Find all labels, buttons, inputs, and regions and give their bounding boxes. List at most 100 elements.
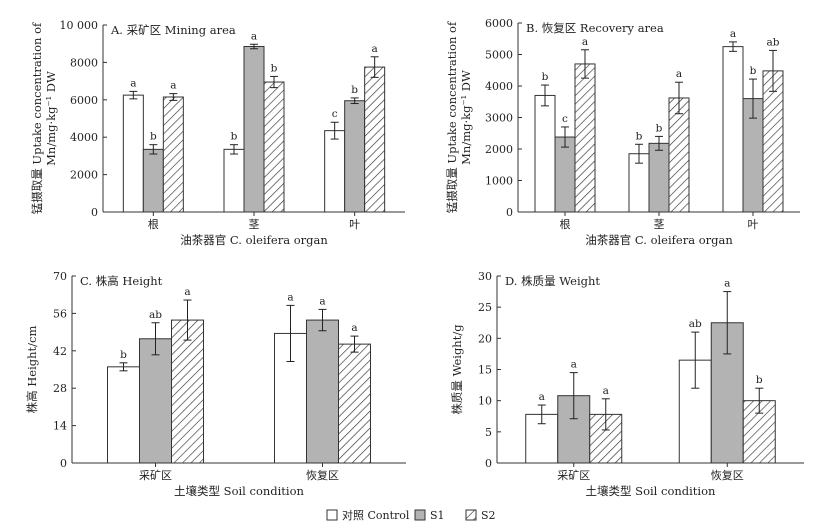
x-tick-label: 恢复区 <box>711 468 744 482</box>
x-tick-label: 茎 <box>654 218 665 231</box>
significance-letter: a <box>571 359 577 371</box>
y-tick-label: 20 <box>478 332 492 345</box>
y-tick-label: 70 <box>53 270 67 283</box>
x-tick-label: 叶 <box>748 218 759 231</box>
panel-C: 0 14 28 42 56 70 C. 株高 Height b ab a 采矿区 a a a 恢复区土壤类型… <box>25 270 406 498</box>
y-axis-label: 锰摄取量 Uptake concentration of <box>445 21 459 213</box>
bar <box>344 100 366 213</box>
bar <box>574 63 596 213</box>
panel-title: A. 采矿区 Mining area <box>110 23 236 37</box>
legend: 对照 Control S1 S2 <box>326 508 496 522</box>
y-tick-label: 2000 <box>70 169 98 182</box>
y-tick-label: 0 <box>91 206 98 219</box>
bar <box>243 46 265 213</box>
y-tick-label: 5 <box>485 426 492 439</box>
panel-title: C. 株高 Height <box>80 274 163 288</box>
y-tick-label: 15 <box>478 364 492 377</box>
bar <box>324 130 346 213</box>
significance-letter: a <box>170 80 176 92</box>
significance-letter: a <box>603 385 609 397</box>
y-axis-label: 株质量 Weight/g <box>450 324 464 415</box>
significance-letter: b <box>231 131 238 143</box>
legend-label: 对照 Control <box>342 508 410 522</box>
significance-letter: b <box>351 84 358 96</box>
significance-letter: a <box>372 43 378 55</box>
legend-swatch <box>465 509 477 521</box>
y-tick-label: 4000 <box>485 80 513 93</box>
y-tick-label: 0 <box>506 206 513 219</box>
bar <box>306 319 339 464</box>
bar <box>223 148 245 213</box>
significance-letter: ab <box>689 318 702 330</box>
y-tick-label: 0 <box>485 457 492 470</box>
bar <box>648 142 670 213</box>
y-tick-label: 5000 <box>485 49 513 62</box>
y-tick-label: 4000 <box>70 131 98 144</box>
significance-letter: b <box>656 122 663 134</box>
y-tick-label: 3000 <box>485 112 513 125</box>
legend-swatch <box>414 509 426 521</box>
x-tick-label: 茎 <box>249 218 260 231</box>
y-tick-label: 10 000 <box>60 19 99 32</box>
significance-letter: b <box>542 71 549 83</box>
y-tick-label: 2000 <box>485 143 513 156</box>
y-tick-label: 10 <box>478 395 492 408</box>
significance-letter: b <box>636 130 643 142</box>
significance-letter: a <box>730 28 736 40</box>
significance-letter: a <box>319 295 325 307</box>
bar <box>554 136 576 213</box>
y-tick-label: 8000 <box>70 56 98 69</box>
bar <box>534 94 556 213</box>
significance-letter: c <box>332 108 338 120</box>
significance-letter: a <box>184 286 190 298</box>
x-tick-label: 根 <box>148 217 159 231</box>
y-axis-label: Mn/mg·kg⁻¹ DW <box>44 71 58 166</box>
x-tick-label: 采矿区 <box>557 469 590 482</box>
significance-letter: c <box>562 113 568 125</box>
bar <box>722 46 744 213</box>
y-tick-label: 28 <box>53 382 67 395</box>
significance-letter: a <box>251 30 257 42</box>
significance-letter: a <box>676 68 682 80</box>
y-tick-label: 6000 <box>70 94 98 107</box>
y-tick-label: 1000 <box>485 175 513 188</box>
bar <box>338 343 371 464</box>
legend-swatch <box>326 509 338 521</box>
bar <box>122 94 144 213</box>
y-tick-label: 25 <box>478 301 492 314</box>
y-axis-label: 株高 Height/cm <box>25 326 39 414</box>
significance-letter: a <box>582 36 588 48</box>
bar <box>263 81 285 213</box>
significance-letter: b <box>750 65 757 77</box>
x-axis-label: 油茶器官 C. oleifera organ <box>180 233 328 247</box>
significance-letter: ab <box>767 36 780 48</box>
significance-letter: b <box>756 374 763 386</box>
bar <box>171 319 204 464</box>
legend-label: S2 <box>481 509 496 522</box>
significance-letter: a <box>724 278 730 290</box>
bar <box>762 70 784 213</box>
bar <box>162 96 184 213</box>
x-tick-label: 恢复区 <box>306 468 339 482</box>
bar <box>364 66 386 213</box>
y-tick-label: 56 <box>53 307 67 320</box>
significance-letter: a <box>351 322 357 334</box>
x-axis-label: 土壤类型 Soil condition <box>586 484 717 498</box>
bar <box>139 338 172 464</box>
x-axis-label: 油茶器官 C. oleifera organ <box>585 233 733 247</box>
significance-letter: b <box>120 349 127 361</box>
significance-letter: b <box>150 131 157 143</box>
x-tick-label: 采矿区 <box>139 469 172 482</box>
panel-title: B. 恢复区 Recovery area <box>526 21 664 35</box>
legend-label: S1 <box>430 509 445 522</box>
x-axis-label: 土壤类型 Soil condition <box>174 484 305 498</box>
significance-letter: a <box>287 291 293 303</box>
significance-letter: b <box>271 62 278 74</box>
bar <box>142 148 164 213</box>
panel-A: 0 2000 4000 6000 8000 10 000 A. 采矿区 Mining are… <box>30 19 405 247</box>
x-tick-label: 叶 <box>349 218 360 231</box>
y-axis-label: 锰摄取量 Uptake concentration of <box>30 22 44 214</box>
significance-letter: a <box>539 391 545 403</box>
